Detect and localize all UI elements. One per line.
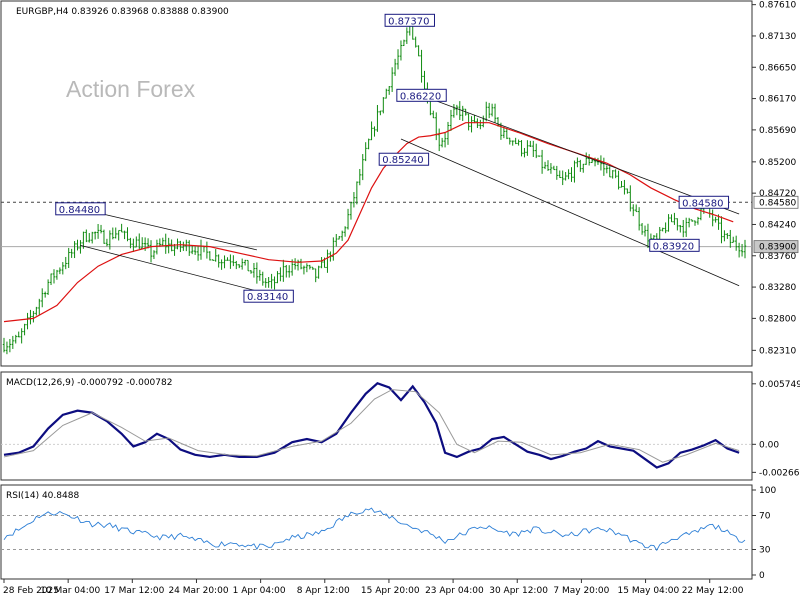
rsi-line: [3, 507, 746, 552]
price-annotation-box: [55, 202, 106, 216]
price-annotation-box: [243, 289, 294, 303]
price-annotation-box: [396, 88, 447, 102]
macd-panel: MACD(12,26,9) -0.000792 -0.000782 0.0057…: [0, 371, 800, 481]
time-tick-label: 22 May 12:00: [682, 586, 744, 596]
price-annotation-box: [384, 13, 435, 27]
chart-title: EURGBP,H4 0.83926 0.83968 0.83888 0.8390…: [16, 7, 229, 17]
macd-line: [3, 382, 740, 469]
rsi-axis: 100 70 30 0: [752, 486, 776, 581]
time-tick-label: 30 Apr 12:00: [489, 586, 548, 596]
moving-average-line: [3, 122, 734, 323]
channel-line: [80, 244, 257, 292]
price-tick-label: 0.84720: [759, 189, 796, 199]
rsi-title: RSI(14) 40.8488: [6, 491, 79, 501]
price-annotation-box: [678, 195, 730, 209]
price-tick-label: 0.83760: [759, 252, 796, 262]
rsi-panel: RSI(14) 40.8488 100 70 30 0: [0, 484, 776, 581]
price-annotation-label: 0.83140: [247, 292, 288, 303]
level-tag-label: 0.83900: [759, 243, 796, 253]
time-tick-label: 28 Feb 2025: [3, 586, 59, 596]
rsi-lines: [1, 507, 752, 552]
price-panel-frame: [0, 0, 753, 367]
time-tick-label: 7 May 20:00: [553, 586, 609, 596]
candles: [2, 21, 747, 355]
rsi-panel-frame: [0, 484, 753, 580]
price-tick-label: 0.86650: [759, 63, 796, 73]
price-annotation-box: [378, 152, 430, 166]
price-annotation-label: 0.86220: [400, 91, 441, 102]
watermark: Action Forex: [66, 76, 196, 102]
price-annotation-label: 0.84580: [682, 198, 723, 209]
price-axis: 0.87610 0.87130 0.86650 0.86170 0.85690 0.852…: [752, 1, 796, 356]
rsi-tick-label: 30: [759, 546, 771, 556]
channel-line: [421, 94, 740, 215]
time-tick-label: 8 Apr 12:00: [297, 586, 350, 596]
macd-tick-label: 0.005749: [759, 380, 800, 390]
price-annotation-label: 0.85240: [382, 155, 423, 166]
price-annotation-label: 0.83920: [653, 241, 694, 252]
price-tick-label: 0.84240: [759, 220, 796, 230]
price-grid-levels: 0.84580 0.83900: [1, 195, 799, 254]
time-tick-label: 15 May 04:00: [618, 586, 680, 596]
time-tick-label: 15 Apr 20:00: [361, 586, 420, 596]
time-tick-label: 24 Mar 20:00: [168, 586, 228, 596]
macd-tick-label: 0.00: [759, 440, 779, 450]
signal-line: [3, 389, 740, 463]
trend-channels: [80, 94, 740, 292]
price-tick-label: 0.82310: [759, 346, 796, 356]
price-tick-label: 0.83280: [759, 283, 796, 293]
channel-line: [80, 208, 257, 251]
price-tick-label: 0.86170: [759, 95, 796, 105]
time-tick-label: 1 Apr 04:00: [233, 586, 286, 596]
macd-panel-frame: [0, 371, 753, 481]
price-tick-label: 0.85200: [759, 158, 796, 168]
price-annotation-box: [649, 238, 700, 252]
price-annotations: 0.87370 0.86220 0.85240 0.84480 0.84580 0.839…: [55, 13, 730, 303]
rsi-tick-label: 100: [759, 486, 776, 496]
time-tick-label: 23 Apr 04:00: [425, 586, 484, 596]
rsi-tick-label: 0: [759, 571, 765, 581]
rsi-tick-label: 70: [759, 512, 771, 522]
time-tick-label: 17 Mar 12:00: [104, 586, 164, 596]
price-tick-label: 0.87130: [759, 32, 796, 42]
macd-lines: [1, 382, 752, 469]
macd-axis: 0.005749 0.00 -0.002663: [752, 380, 800, 478]
price-tick-label: 0.85690: [759, 126, 796, 136]
level-tag-label: 0.84580: [759, 198, 796, 208]
level-tag-box: [753, 195, 799, 209]
channel-line: [400, 138, 740, 287]
moving-average: [3, 122, 734, 323]
price-tick-label: 0.87610: [759, 1, 796, 11]
price-annotation-label: 0.84480: [59, 205, 100, 216]
price-annotation-label: 0.87370: [388, 16, 429, 27]
macd-title: MACD(12,26,9) -0.000792 -0.000782: [6, 378, 172, 388]
price-panel: EURGBP,H4 0.83926 0.83968 0.83888 0.8390…: [0, 0, 799, 367]
price-tick-label: 0.82800: [759, 314, 796, 324]
macd-tick-label: -0.002663: [759, 468, 800, 478]
level-tag-box: [753, 240, 799, 254]
time-tick-label: 10 Mar 04:00: [40, 586, 100, 596]
